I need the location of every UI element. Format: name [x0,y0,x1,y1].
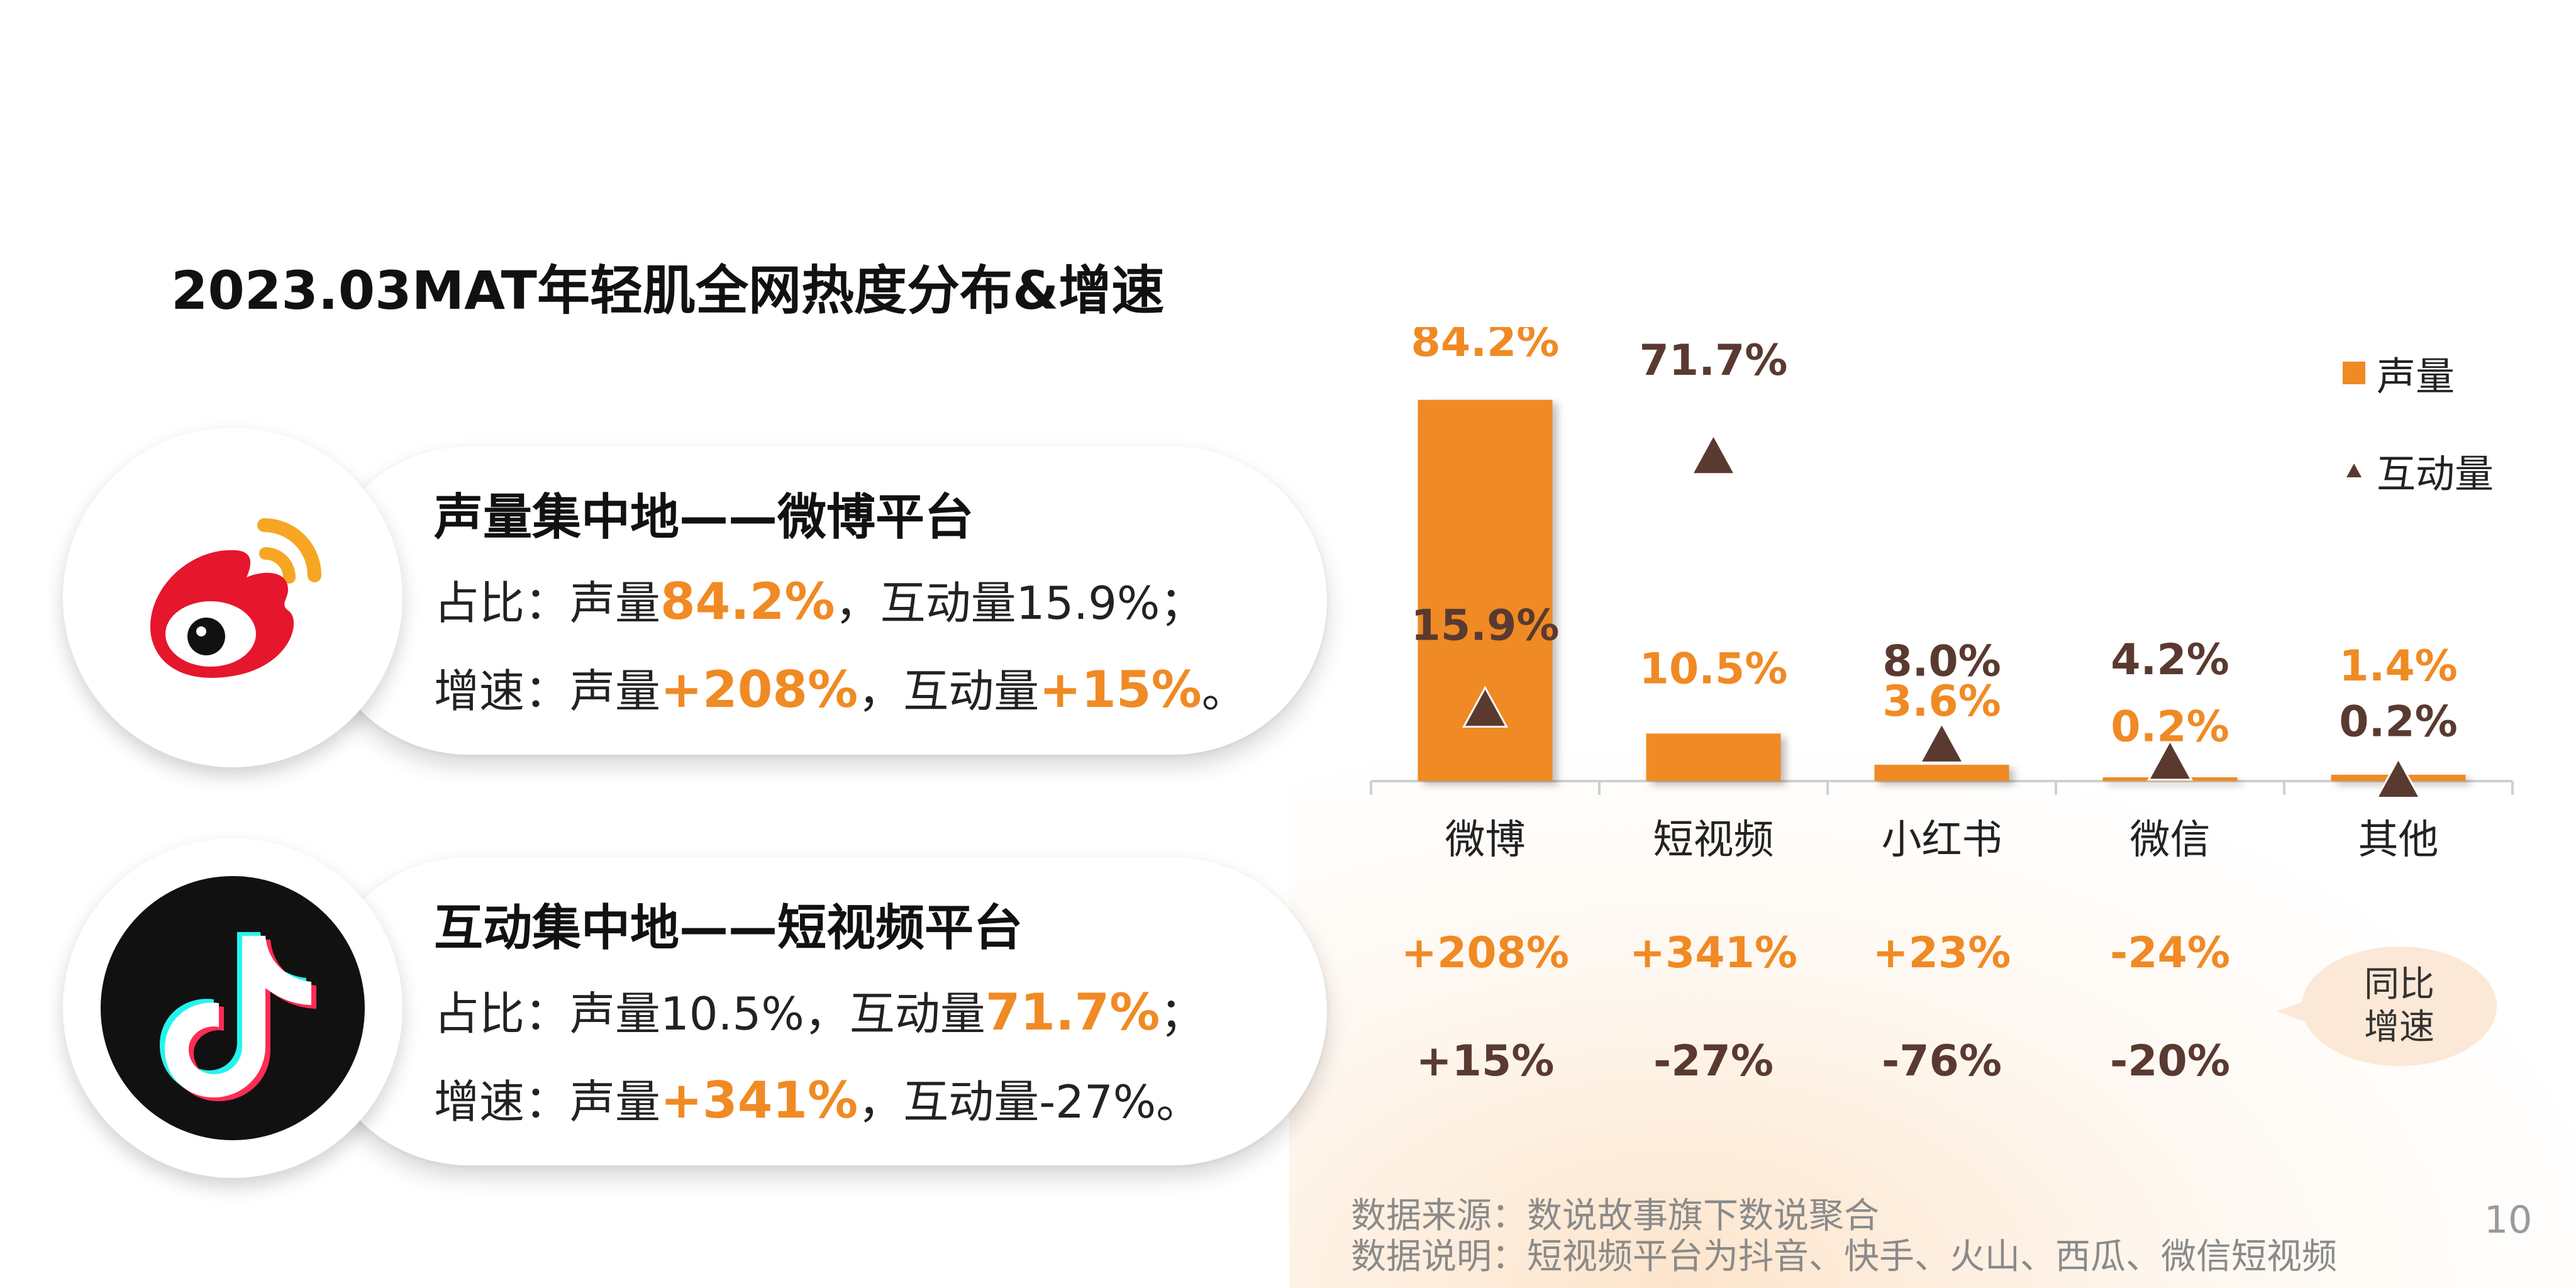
growth-label-bubble: 同比 增速 [2302,947,2497,1066]
page-title: 2023.03MAT年轻肌全网热度分布&增速 [171,260,1165,321]
x-tick-label: 短视频 [1653,817,1774,863]
chart-legend: 声量 互动量 [2343,349,2494,544]
marker-data-label: 0.2% [2339,697,2458,747]
douyin-summary-card: 互动集中地——短视频平台 占比：声量10.5%，互动量71.7%； 增速：声量+… [63,838,1327,1178]
growth-sound-volume: -24% [2110,928,2230,978]
marker-data-label: 71.7% [1640,336,1788,386]
legend-triangle-icon [2346,463,2362,477]
page-number: 10 [2484,1198,2533,1242]
bar-1 [1646,733,1781,781]
card-growth-line: 增速：声量+341%，互动量-27%。 [434,1071,1202,1130]
marker-data-label: 8.0% [1882,636,2001,686]
x-tick-label: 小红书 [1882,817,2002,863]
marker-triangle-4 [2375,757,2422,799]
bar-data-label: 10.5% [1640,644,1788,694]
marker-data-label: 4.2% [2111,635,2229,685]
x-tick-label: 微博 [1445,817,1526,863]
growth-interaction: -76% [1882,1036,2002,1086]
growth-sound-volume: +341% [1629,928,1797,978]
growth-interaction: -27% [1653,1036,1774,1086]
marker-triangle-3 [2146,738,2194,781]
growth-sound-volume: +23% [1873,928,2011,978]
card-heading: 互动集中地——短视频平台 [434,900,1023,957]
card-heading: 声量集中地——微博平台 [434,489,974,546]
growth-interaction: +15% [1416,1036,1555,1086]
x-tick-label: 微信 [2130,817,2211,863]
data-source-note: 数据来源：数说故事旗下数说聚合 [1351,1196,1879,1236]
card-growth-line: 增速：声量+208%，互动量+15%。 [434,660,1247,719]
marker-triangle-1 [1690,433,1737,475]
marker-data-label: 15.9% [1411,601,1560,651]
card-pill [314,447,1327,755]
legend-item-bar: 声量 [2343,349,2494,399]
logo-ring [63,838,402,1178]
card-share-line: 占比：声量84.2%，互动量15.9%； [434,572,1206,631]
bar-data-label: 3.6% [1882,677,2001,726]
legend-label: 互动量 [2377,450,2494,497]
bubble-line: 同比 [2364,964,2434,1005]
douyin-logo-icon [101,876,365,1140]
bubble-line: 增速 [2364,1007,2434,1048]
growth-interaction: -20% [2110,1036,2230,1086]
growth-sound-volume: +208% [1401,928,1569,978]
legend-item-marker: 互动量 [2343,447,2494,497]
legend-label: 声量 [2377,353,2455,399]
logo-ring [63,428,402,767]
marker-triangle-0 [1462,686,1509,728]
x-tick-label: 其他 [2358,817,2439,863]
weibo-summary-card: 声量集中地——微博平台 占比：声量84.2%，互动量15.9%； 增速：声量+2… [63,428,1327,767]
bar-data-label: 84.2% [1411,327,1560,367]
bar-data-label: 0.2% [2111,702,2229,752]
card-pill [314,857,1327,1165]
marker-triangle-2 [1918,721,1965,763]
bar-2 [1874,765,2009,781]
card-share-line: 占比：声量10.5%，互动量71.7%； [434,983,1206,1041]
legend-swatch-square-icon [2343,361,2365,384]
bar-data-label: 1.4% [2339,641,2458,691]
platform-distribution-chart: 微博 +208% +15% 短视频 +341% -27% 小红书 +23% -76% 微信 -24%… [1370,327,2514,1086]
weibo-logo-icon [101,465,365,730]
data-description-note: 数据说明：短视频平台为抖音、快手、火山、西瓜、微信短视频 [1351,1236,2337,1277]
